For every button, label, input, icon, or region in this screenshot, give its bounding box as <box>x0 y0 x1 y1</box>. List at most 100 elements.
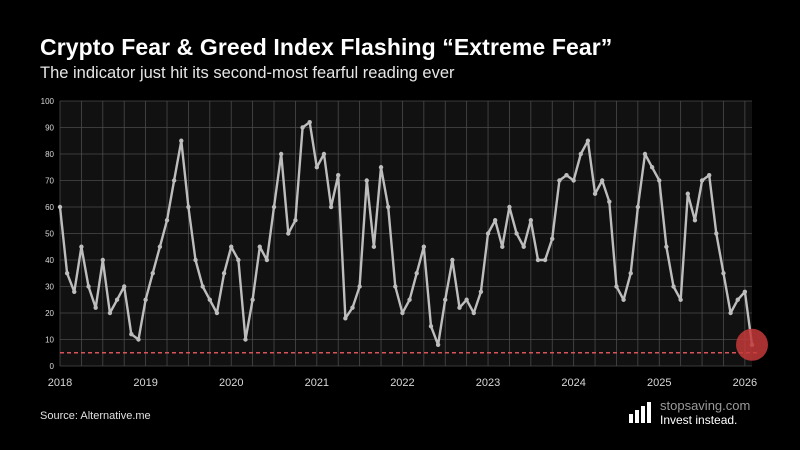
data-point <box>407 297 412 302</box>
data-point <box>378 165 384 170</box>
data-point <box>236 257 241 263</box>
data-point <box>607 199 612 204</box>
data-point <box>706 173 712 178</box>
y-tick-label: 60 <box>45 203 54 212</box>
data-point <box>699 178 705 183</box>
data-point <box>492 218 498 223</box>
data-point <box>157 244 163 249</box>
data-point <box>179 138 184 143</box>
data-point <box>221 271 227 276</box>
y-tick-label: 100 <box>41 97 55 106</box>
x-tick-label: 2022 <box>390 377 414 389</box>
x-tick-label: 2026 <box>733 377 757 389</box>
y-tick-label: 40 <box>45 256 54 265</box>
y-tick-label: 10 <box>45 336 54 345</box>
data-point <box>86 284 91 289</box>
data-point <box>400 310 405 316</box>
x-tick-label: 2025 <box>647 377 671 389</box>
y-tick-label: 0 <box>50 362 55 371</box>
y-tick-label: 30 <box>45 283 54 292</box>
data-point <box>364 178 369 183</box>
data-point <box>214 310 220 316</box>
x-tick-label: 2019 <box>133 377 157 389</box>
data-point <box>357 284 362 289</box>
data-point <box>535 257 541 263</box>
data-point <box>64 271 70 276</box>
data-point <box>164 218 170 223</box>
brand-tagline: Invest instead. <box>660 413 738 427</box>
chart-title: Crypto Fear & Greed Index Flashing “Extr… <box>40 34 613 60</box>
series-line <box>58 120 754 346</box>
data-point <box>614 284 619 289</box>
data-point <box>443 297 448 302</box>
data-point <box>114 297 120 302</box>
data-point <box>107 310 113 316</box>
y-tick-label: 90 <box>45 124 54 133</box>
data-point <box>435 342 441 347</box>
latest-reading-highlight <box>736 328 768 361</box>
data-point <box>592 191 598 196</box>
data-point <box>314 165 320 170</box>
y-tick-label: 20 <box>45 309 54 318</box>
data-point <box>150 271 155 276</box>
data-point <box>621 297 626 302</box>
data-point <box>635 204 641 210</box>
data-point <box>557 178 562 183</box>
data-point <box>571 178 576 183</box>
data-point <box>186 204 191 210</box>
data-point <box>278 151 284 157</box>
data-point <box>728 310 733 316</box>
x-tick-label: 2024 <box>561 377 585 389</box>
data-point <box>100 257 106 263</box>
data-point <box>714 231 719 236</box>
data-point <box>521 244 526 249</box>
data-point <box>321 151 327 157</box>
data-point <box>57 204 63 210</box>
data-point <box>542 257 548 263</box>
data-point <box>678 297 683 302</box>
chart-subtitle: The indicator just hit its second-most f… <box>40 64 455 82</box>
data-point <box>307 120 312 125</box>
data-point <box>692 218 698 223</box>
data-point <box>207 297 213 302</box>
data-point <box>129 332 134 337</box>
bar-chart-icon <box>629 402 651 423</box>
data-point <box>421 244 427 249</box>
data-point <box>122 284 127 289</box>
data-point <box>471 310 476 316</box>
x-tick-label: 2018 <box>48 377 72 389</box>
data-point <box>328 204 334 210</box>
data-point <box>414 271 419 276</box>
data-point <box>550 236 555 241</box>
data-point <box>742 289 748 294</box>
data-point <box>564 173 569 178</box>
data-point <box>485 231 491 236</box>
data-point <box>271 204 277 210</box>
data-point <box>257 244 262 249</box>
source-note: Source: Alternative.me <box>40 410 151 422</box>
x-tick-label: 2021 <box>305 377 329 389</box>
data-point <box>578 151 583 157</box>
data-point <box>243 337 248 342</box>
data-point <box>642 151 648 157</box>
data-point <box>507 204 512 210</box>
y-tick-label: 70 <box>45 177 54 186</box>
data-point <box>143 297 148 302</box>
data-point <box>72 289 77 294</box>
data-point <box>385 204 391 210</box>
data-point <box>93 305 98 310</box>
data-point <box>685 191 690 196</box>
data-point <box>457 305 462 310</box>
data-point <box>649 165 655 170</box>
data-point <box>343 316 348 321</box>
data-point <box>721 271 726 276</box>
data-point <box>664 244 669 249</box>
data-point <box>350 305 355 310</box>
data-point <box>193 257 198 263</box>
data-point <box>528 218 534 223</box>
data-point <box>171 178 177 183</box>
data-point <box>336 173 341 178</box>
x-tick-label: 2023 <box>476 377 500 389</box>
data-point <box>293 218 298 223</box>
